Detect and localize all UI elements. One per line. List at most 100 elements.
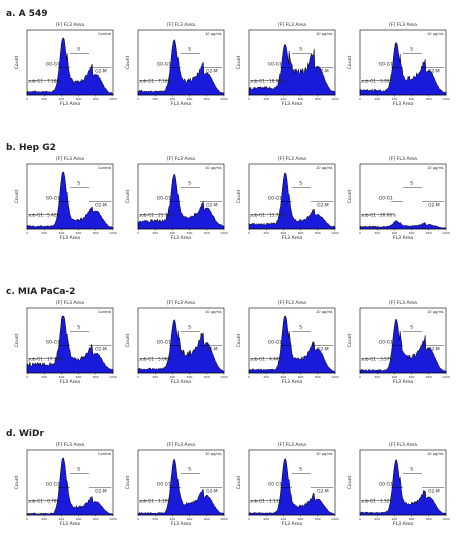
x-tick-label: 1000	[331, 231, 339, 235]
s-label: S	[410, 467, 413, 473]
g0g1-label: G0 G1	[157, 482, 171, 488]
plot-frame	[359, 449, 447, 516]
histogram-area	[359, 220, 447, 230]
x-tick-label: 800	[204, 517, 210, 521]
y-axis-title: Count	[125, 333, 131, 347]
x-tick-label: 0	[359, 231, 361, 235]
s-label: S	[299, 47, 302, 53]
x-tick-label: 0	[26, 517, 28, 521]
x-tick-label: 200	[152, 97, 158, 101]
subg1-percent: sub-G1 : 1.52%	[361, 499, 393, 504]
histogram-area	[26, 315, 114, 374]
plot-frame	[26, 449, 114, 516]
row-label: b. Hep G2	[6, 143, 56, 153]
panel-title: [F] FL3 Area	[167, 300, 195, 306]
subg1-percent: sub-G1 : 20.08%	[361, 213, 396, 218]
x-tick-label: 200	[263, 375, 269, 379]
subg1-percent: sub-G1 : 7.16%	[139, 79, 171, 84]
s-label: S	[77, 467, 80, 473]
x-tick-label: 200	[41, 375, 47, 379]
g0g1-label: G0-G1	[46, 340, 60, 346]
panel-title: [F] FL3 Area	[167, 22, 195, 28]
x-tick-label: 600	[187, 231, 193, 235]
x-tick-label: 800	[315, 375, 321, 379]
histogram-area	[359, 459, 447, 516]
g2m-label: G2-M	[317, 489, 329, 495]
subg1-percent: sub-G1 : 0.78%	[28, 499, 60, 504]
histogram-area	[248, 43, 336, 96]
x-tick-label: 800	[204, 97, 210, 101]
x-axis-title: FL3 Area	[60, 521, 80, 527]
y-axis-title: Count	[125, 55, 131, 69]
plot-frame	[137, 163, 225, 230]
g0g1-label: G0 G1	[379, 482, 393, 488]
histogram-area	[359, 41, 447, 96]
subg1-percent: sub-G1 : 17.74%	[28, 357, 63, 362]
g2m-label: G2-M	[95, 69, 107, 75]
s-label: S	[188, 181, 191, 187]
x-tick-label: 1000	[331, 375, 339, 379]
x-axis-title: FL3 Area	[393, 101, 413, 107]
g2m-label: G2-M	[95, 489, 107, 495]
g2m-label: G2-M	[428, 69, 440, 75]
y-axis-title: Count	[236, 333, 242, 347]
histogram-area	[248, 315, 336, 374]
x-tick-label: 600	[76, 517, 82, 521]
g0g1-label: G0-G1	[157, 196, 171, 202]
g0g1-label: G0-G1	[379, 196, 393, 202]
g2m-label: G2-M	[206, 69, 218, 75]
x-tick-label: 400	[281, 231, 287, 235]
x-tick-label: 600	[187, 517, 193, 521]
s-label: S	[188, 47, 191, 53]
x-tick-label: 200	[152, 375, 158, 379]
x-tick-label: 400	[59, 97, 65, 101]
panel-title: [F] FL3 Area	[389, 156, 417, 162]
x-tick-label: 800	[426, 97, 432, 101]
x-axis-title: FL3 Area	[171, 101, 191, 107]
s-label: S	[299, 467, 302, 473]
subg1-percent: sub-G1 : 4.44%	[250, 357, 282, 362]
s-label: S	[410, 181, 413, 187]
panel-title: [F] FL3 Area	[278, 442, 306, 448]
g2m-label: G2-M	[206, 347, 218, 353]
x-tick-label: 200	[152, 517, 158, 521]
x-tick-label: 1000	[109, 375, 117, 379]
histogram-area	[137, 458, 225, 516]
x-tick-label: 400	[392, 231, 398, 235]
x-tick-label: 0	[248, 517, 250, 521]
x-tick-label: 400	[392, 97, 398, 101]
x-tick-label: 200	[41, 517, 47, 521]
x-tick-label: 600	[187, 97, 193, 101]
x-tick-label: 400	[392, 375, 398, 379]
y-axis-title: Count	[14, 55, 20, 69]
x-tick-label: 0	[248, 375, 250, 379]
condition-label: 10 µg/mL	[205, 310, 222, 314]
condition-label: 10 µg/mL	[316, 32, 333, 36]
x-tick-label: 200	[374, 517, 380, 521]
histogram-area	[137, 173, 225, 230]
x-tick-label: 0	[359, 97, 361, 101]
x-axis-title: FL3 Area	[282, 521, 302, 527]
x-axis-title: FL3 Area	[60, 235, 80, 241]
subg1-percent: sub-G1 : 21.74%	[139, 213, 174, 218]
g0g1-label: G0-G1	[157, 62, 171, 68]
y-axis-title: Count	[236, 475, 242, 489]
g2m-label: G2-M	[428, 203, 440, 209]
y-axis-title: Count	[14, 189, 20, 203]
x-tick-label: 800	[204, 231, 210, 235]
histogram-area	[26, 457, 114, 516]
s-label: S	[410, 47, 413, 53]
x-axis-title: FL3 Area	[60, 379, 80, 385]
y-axis-title: Count	[125, 189, 131, 203]
x-tick-label: 600	[409, 375, 415, 379]
g0g1-label: G0 G1	[46, 482, 60, 488]
condition-label: 10 µg/mL	[205, 452, 222, 456]
x-tick-label: 1000	[442, 517, 450, 521]
x-axis-title: FL3 Area	[393, 521, 413, 527]
g2m-label: G2-M	[428, 347, 440, 353]
x-axis-title: FL3 Area	[282, 101, 302, 107]
x-tick-label: 0	[359, 375, 361, 379]
x-tick-label: 1000	[220, 375, 228, 379]
x-tick-label: 800	[315, 97, 321, 101]
